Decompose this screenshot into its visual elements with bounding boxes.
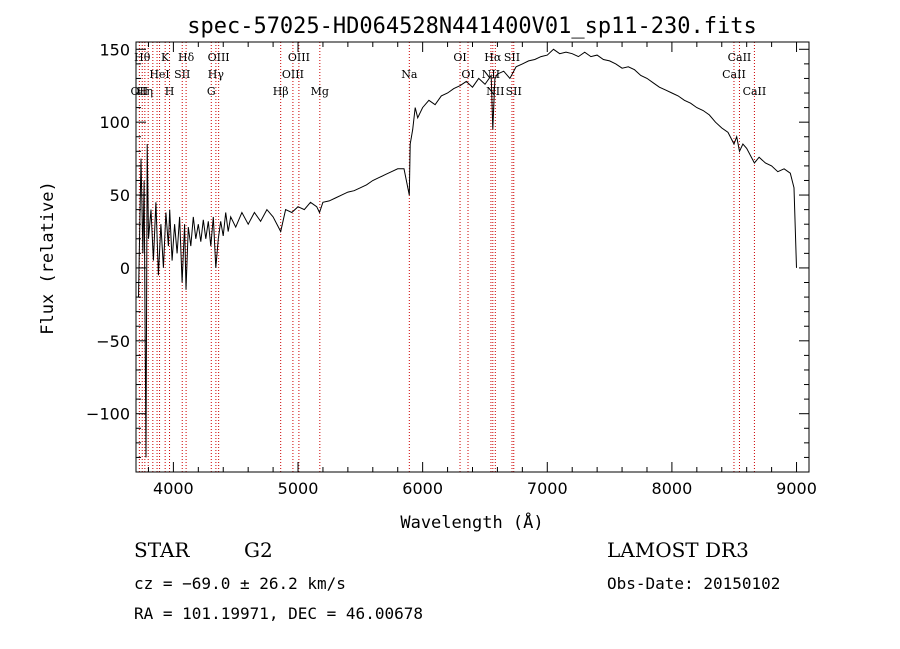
- line-marker-label: CaII: [728, 51, 752, 64]
- y-tick-label: 100: [99, 113, 130, 132]
- line-marker-label: Hγ: [208, 68, 225, 81]
- x-tick-label: 7000: [527, 479, 568, 498]
- spectrum-line: [138, 48, 797, 458]
- line-marker-label: OI: [453, 51, 466, 64]
- line-marker-label: OIII: [208, 51, 230, 64]
- x-tick-label: 6000: [402, 479, 443, 498]
- x-tick-label: 5000: [278, 479, 319, 498]
- line-marker-label: NII: [486, 85, 504, 98]
- object-subclass: G2: [244, 538, 273, 562]
- coordinates: RA = 101.19971, DEC = 46.00678: [134, 604, 423, 623]
- line-marker-label: Hη: [137, 85, 153, 98]
- line-markers: [138, 42, 755, 472]
- object-class: STAR: [134, 538, 190, 562]
- x-axis-label: Wavelength (Å): [400, 511, 543, 533]
- line-marker-label: SII: [504, 51, 520, 64]
- line-marker-label: Hδ: [178, 51, 195, 64]
- line-marker-label: CaII: [743, 85, 767, 98]
- y-tick-label: −100: [86, 405, 130, 424]
- line-marker-label: Mg: [311, 85, 329, 98]
- x-tick-label: 9000: [776, 479, 817, 498]
- line-marker-label: Hθ: [134, 51, 151, 64]
- y-tick-label: −50: [96, 332, 130, 351]
- line-marker-label: CaII: [722, 68, 746, 81]
- line-labels: OII Hθ Hη HeI K H SII Hδ G Hγ OIII Hβ OIII OIII Mg Na OI…: [131, 51, 767, 98]
- survey-name: LAMOST DR3: [607, 538, 749, 562]
- x-tick-label: 8000: [652, 479, 693, 498]
- y-tick-label: 50: [110, 186, 130, 205]
- x-tick-label: 4000: [153, 479, 194, 498]
- line-marker-label: OI: [461, 68, 474, 81]
- line-marker-label: Hα: [484, 51, 502, 64]
- line-marker-label: SII: [506, 85, 522, 98]
- line-marker-label: Hβ: [273, 85, 289, 98]
- line-marker-label: H: [165, 85, 175, 98]
- line-marker-label: OIII: [288, 51, 310, 64]
- line-marker-label: SII: [174, 68, 190, 81]
- line-marker-label: Na: [401, 68, 418, 81]
- y-tick-label: 0: [120, 259, 130, 278]
- line-marker-label: G: [207, 85, 216, 98]
- y-axis-label: Flux (relative): [38, 181, 58, 335]
- line-marker-label: K: [161, 51, 170, 64]
- line-marker-label: OIII: [282, 68, 304, 81]
- y-tick-label: 150: [99, 40, 130, 59]
- y-axis-ticks: −100 −50 0 50 100 150: [86, 40, 809, 458]
- line-marker-label: HeI: [149, 68, 169, 81]
- line-marker-label: OII: [131, 85, 149, 98]
- chart-title: spec-57025-HD064528N441400V01_sp11-230.f…: [187, 14, 757, 39]
- x-axis-ticks: 4000 5000 6000 7000 8000 9000: [147, 42, 817, 498]
- redshift-value: cz = −69.0 ± 26.2 km/s: [134, 574, 346, 593]
- plot-frame: [135, 41, 810, 473]
- observation-date: Obs-Date: 20150102: [607, 574, 781, 593]
